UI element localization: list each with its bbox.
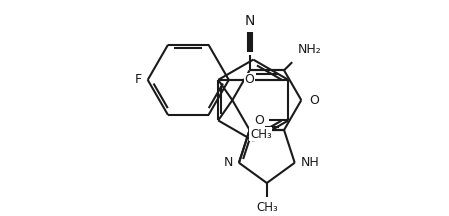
Text: NH: NH xyxy=(301,156,320,169)
Text: O: O xyxy=(244,73,254,86)
Text: NH₂: NH₂ xyxy=(298,43,322,56)
Text: N: N xyxy=(224,156,233,169)
Text: F: F xyxy=(135,73,141,86)
Text: O: O xyxy=(309,94,319,107)
Text: N: N xyxy=(244,14,255,28)
Text: O: O xyxy=(254,114,264,127)
Text: CH₃: CH₃ xyxy=(256,201,277,214)
Text: CH₃: CH₃ xyxy=(250,128,272,141)
